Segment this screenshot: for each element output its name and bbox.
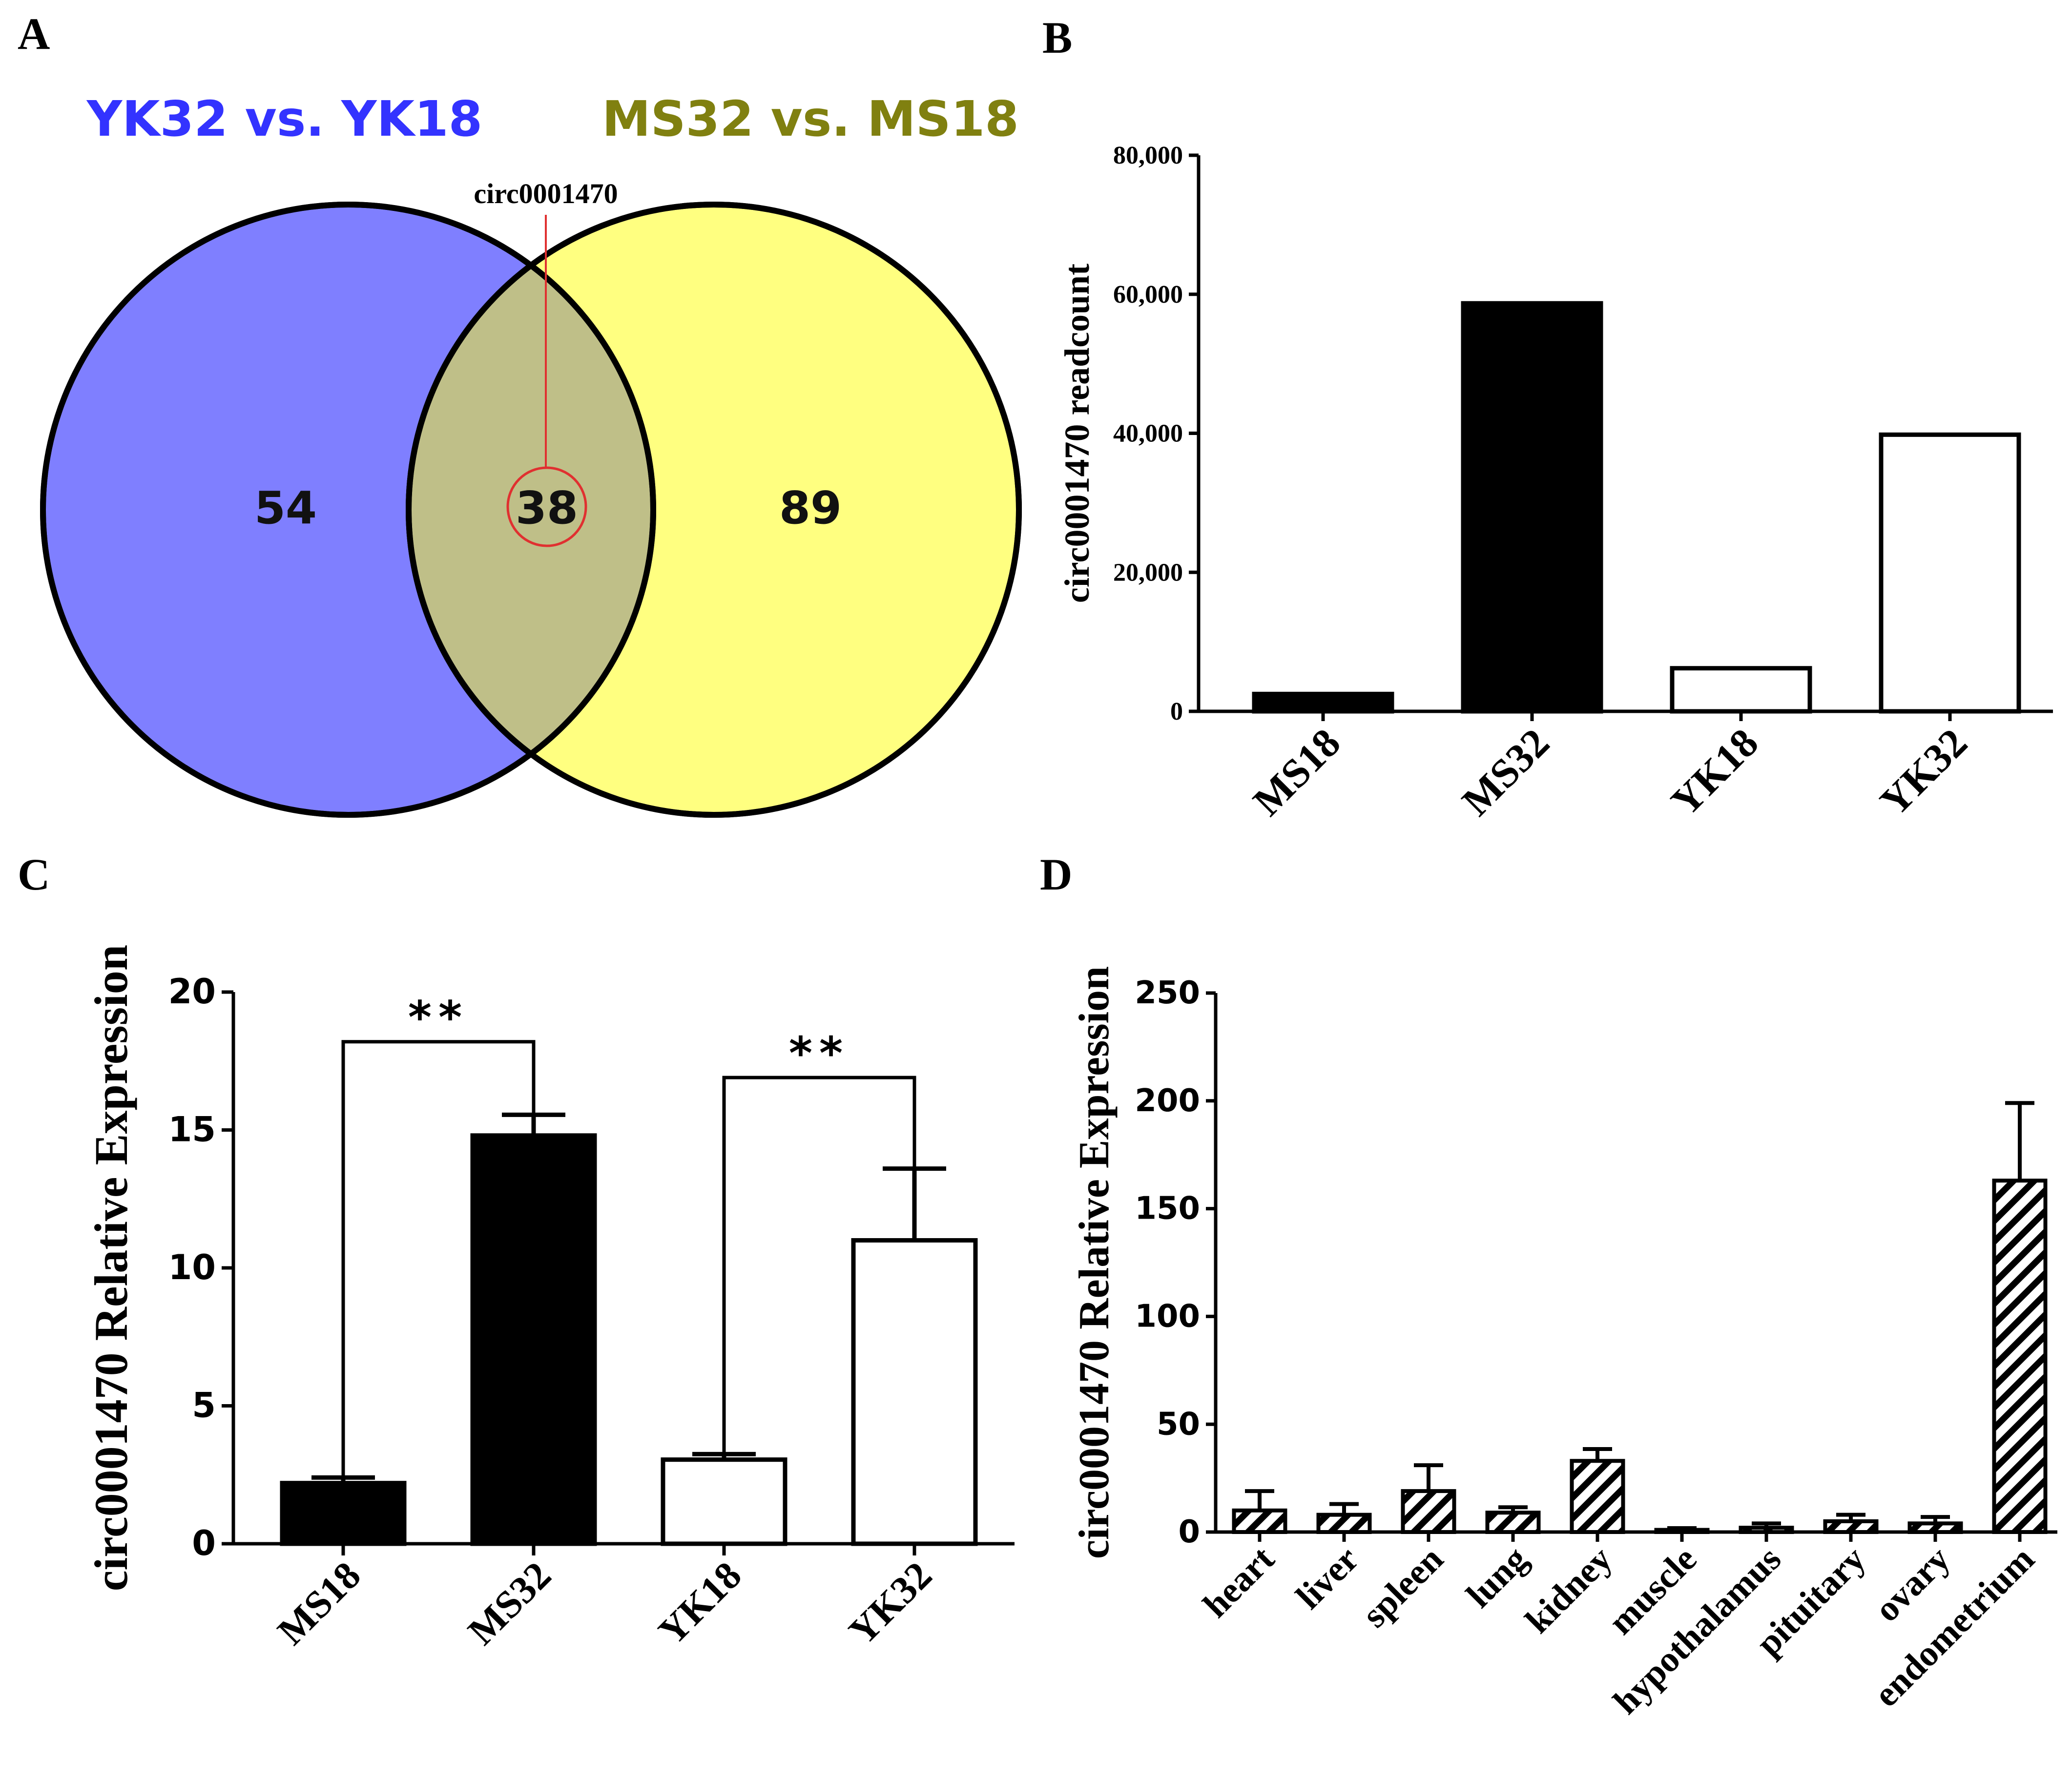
y-tick-label: 0 <box>1178 1514 1200 1550</box>
y-tick-label: 0 <box>192 1523 216 1563</box>
bar-yk18 <box>661 1457 787 1546</box>
y-tick-label: 40,000 <box>1113 420 1183 448</box>
venn-count-ms-only: 89 <box>779 482 842 534</box>
x-tick-label: spleen <box>1354 1539 1451 1636</box>
x-tick-label: YK32 <box>841 1554 940 1654</box>
venn-set-title-yk: YK32 vs. YK18 <box>86 90 482 147</box>
x-tick-label: lung <box>1459 1539 1535 1616</box>
x-tick-label: liver <box>1288 1539 1367 1617</box>
x-tick-label: YK32 <box>1871 720 1976 825</box>
bar-ovary <box>1907 1521 1963 1534</box>
venn-circle-ms-outline <box>406 202 1022 818</box>
x-tick-label: YK18 <box>650 1554 750 1654</box>
venn-count-yk-only: 54 <box>254 482 317 534</box>
bar-endometrium <box>1992 1179 2048 1534</box>
x-tick-label: MS32 <box>1453 720 1558 825</box>
y-tick-label: 100 <box>1135 1299 1200 1335</box>
panel-label-c: C <box>18 850 50 899</box>
bar-ms18 <box>280 1481 407 1546</box>
y-tick-label: 10 <box>168 1247 216 1287</box>
y-tick-label: 250 <box>1135 975 1200 1011</box>
venn-set-title-ms: MS32 vs. MS18 <box>602 90 1019 147</box>
bar-yk32 <box>1879 432 2021 714</box>
bar-lung <box>1485 1511 1541 1534</box>
y-tick-label: 20 <box>168 972 216 1012</box>
bar-yk32 <box>851 1238 978 1546</box>
x-tick-label: MS18 <box>269 1554 369 1654</box>
y-tick-label: 0 <box>1170 698 1183 725</box>
panel-label-b: B <box>1042 13 1072 62</box>
y-tick-label: 15 <box>168 1110 216 1150</box>
tissue-expression-bar-chart: 0 50 100 150 200 250 circ0001470 Relative Expr… <box>1071 966 2057 1722</box>
x-tick-label: heart <box>1196 1539 1282 1625</box>
y-tick-label: 200 <box>1135 1083 1200 1119</box>
venn-callout-ring <box>506 466 587 547</box>
venn-circle-yk-outline <box>40 202 656 818</box>
panel-label-d: D <box>1040 850 1072 899</box>
x-tick-label: kidney <box>1518 1539 1620 1641</box>
x-tick-label: MS32 <box>460 1554 559 1654</box>
y-tick-label: 80,000 <box>1113 142 1183 169</box>
bar-liver <box>1316 1513 1372 1534</box>
bar-hypothalamus <box>1739 1526 1794 1534</box>
bar-ms18 <box>1252 691 1394 714</box>
readcount-bar-chart: 0 20,000 40,000 60,000 80,000 circ0001470 rea… <box>1057 142 2053 825</box>
y-tick-label: 5 <box>192 1386 216 1426</box>
y-axis-title: circ0001470 readcount <box>1057 264 1097 603</box>
y-tick-label: 20,000 <box>1113 559 1183 586</box>
venn-diagram: YK32 vs. YK18 MS32 vs. MS18 54 38 89 cir… <box>40 90 1022 818</box>
bar-muscle <box>1654 1528 1710 1534</box>
bar-pituitary <box>1823 1519 1879 1534</box>
y-axis-title: circ0001470 Relative Expression <box>1071 966 1118 1559</box>
bar-heart <box>1232 1508 1287 1534</box>
significance-bracket <box>722 1076 916 1453</box>
venn-annotation-label: circ0001470 <box>474 178 618 209</box>
significance-label: ** <box>408 992 469 1044</box>
y-tick-label: 150 <box>1135 1191 1200 1227</box>
x-tick-label: YK18 <box>1662 720 1767 825</box>
bar-ms32 <box>470 1133 597 1546</box>
x-tick-label: MS18 <box>1244 720 1349 825</box>
y-tick-label: 50 <box>1157 1406 1200 1442</box>
relative-expression-bar-chart: 0 5 10 15 20 circ0001470 Relative Expression M… <box>85 945 1015 1653</box>
significance-bracket <box>341 1040 536 1477</box>
significance-label: ** <box>789 1027 850 1079</box>
y-tick-label: 60,000 <box>1113 281 1183 309</box>
bar-kidney <box>1570 1459 1625 1534</box>
bar-yk18 <box>1670 666 1812 714</box>
bar-ms32 <box>1461 301 1603 714</box>
bar-spleen <box>1401 1489 1456 1534</box>
venn-count-intersection: 38 <box>516 482 578 534</box>
y-axis-title: circ0001470 Relative Expression <box>85 945 137 1591</box>
panel-label-a: A <box>18 9 50 59</box>
